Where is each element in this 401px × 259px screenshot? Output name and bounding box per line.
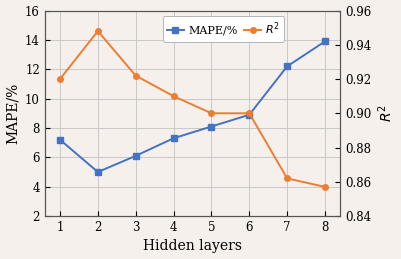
$R^2$: [95, 30, 100, 33]
Line: MAPE/%: MAPE/%: [57, 39, 328, 175]
MAPE/%: [133, 154, 138, 157]
Line: $R^2$: $R^2$: [57, 28, 328, 190]
MAPE/%: [58, 138, 63, 141]
MAPE/%: [171, 137, 176, 140]
MAPE/%: [285, 65, 290, 68]
MAPE/%: [209, 125, 214, 128]
MAPE/%: [247, 113, 252, 116]
X-axis label: Hidden layers: Hidden layers: [143, 239, 242, 254]
MAPE/%: [323, 40, 328, 43]
Y-axis label: MAPE/%: MAPE/%: [6, 83, 20, 144]
Legend: MAPE/%, $R^2$: MAPE/%, $R^2$: [163, 16, 284, 42]
$R^2$: [133, 74, 138, 77]
$R^2$: [247, 112, 252, 115]
MAPE/%: [95, 170, 100, 174]
$R^2$: [209, 112, 214, 115]
$R^2$: [323, 185, 328, 189]
Y-axis label: $R^2$: $R^2$: [377, 104, 395, 122]
$R^2$: [58, 77, 63, 81]
$R^2$: [171, 95, 176, 98]
$R^2$: [285, 177, 290, 180]
